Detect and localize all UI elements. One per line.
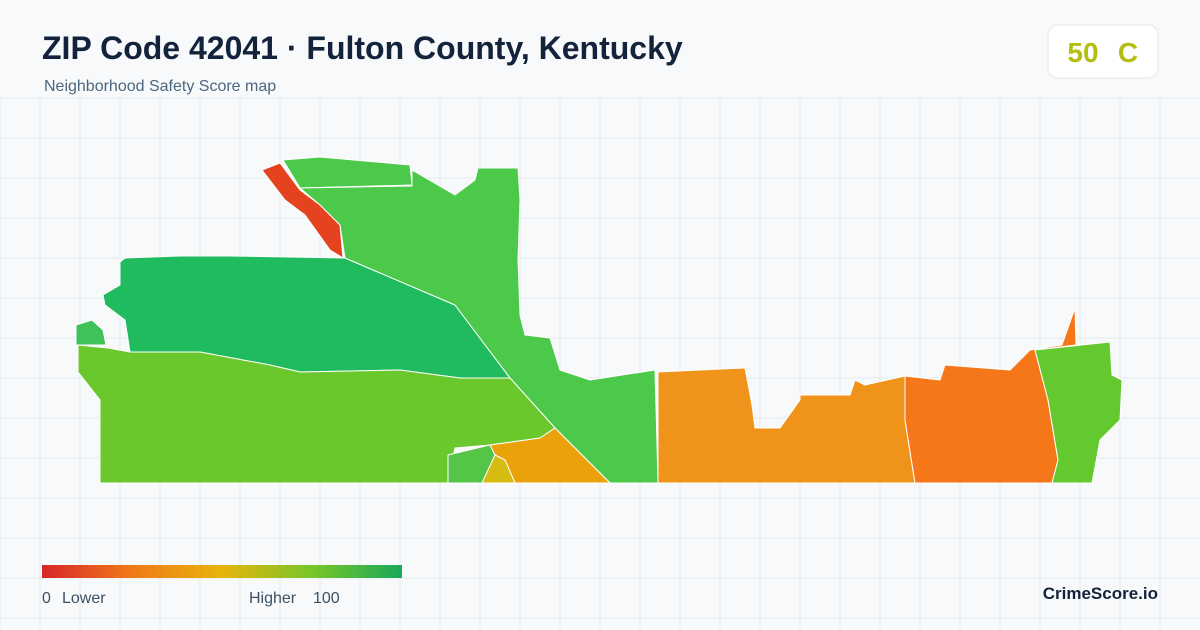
score-grade: C bbox=[1118, 37, 1138, 68]
legend-max: 100 bbox=[313, 590, 340, 607]
legend-min: 0 bbox=[42, 590, 51, 607]
subtitle: Neighborhood Safety Score map bbox=[44, 78, 276, 95]
region bbox=[481, 454, 516, 484]
region bbox=[77, 344, 556, 484]
map-regions bbox=[75, 156, 1123, 484]
legend-max-label: Higher bbox=[249, 590, 297, 607]
region bbox=[75, 319, 107, 346]
legend-min-label: Lower bbox=[62, 590, 106, 607]
title: ZIP Code 42041 · Fulton County, Kentucky bbox=[42, 30, 683, 66]
region bbox=[1034, 341, 1123, 484]
score-value: 50 bbox=[1067, 37, 1098, 68]
region bbox=[282, 156, 413, 189]
brand: CrimeScore.io bbox=[1043, 584, 1158, 603]
region bbox=[299, 167, 659, 484]
region bbox=[261, 162, 344, 259]
legend-bar bbox=[42, 565, 402, 578]
score-badge bbox=[1047, 24, 1159, 79]
region bbox=[904, 307, 1077, 484]
